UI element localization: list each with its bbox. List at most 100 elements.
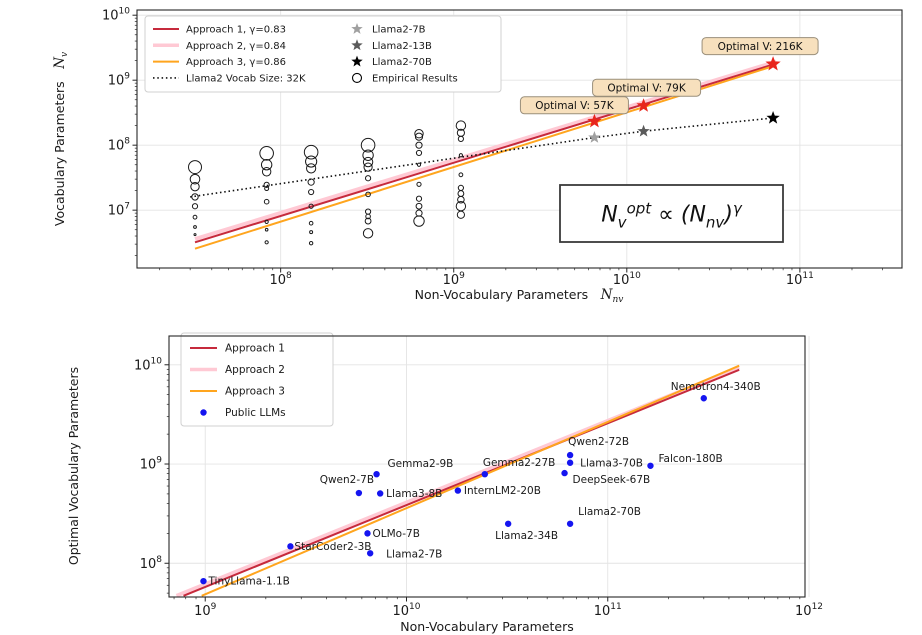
optimal-v-annotation-text: Optimal V: 79K bbox=[607, 82, 686, 94]
public-llm-point-falcon-180b bbox=[647, 462, 654, 469]
legend-sample-star bbox=[351, 55, 363, 67]
empirical-result-bubble bbox=[414, 129, 424, 139]
empirical-result-bubble bbox=[362, 156, 374, 168]
star-llama2-13b-optimal bbox=[636, 98, 651, 112]
empirical-result-bubble bbox=[193, 225, 197, 229]
plot-spines bbox=[168, 335, 806, 598]
empirical-result-bubble bbox=[261, 167, 272, 177]
model-label-llama3-70b: Llama3-70B bbox=[580, 458, 643, 470]
y-tick-label: 109 bbox=[140, 456, 163, 473]
empirical-result-bubble bbox=[415, 149, 423, 157]
model-label-llama3-8b: Llama3-8B bbox=[386, 488, 442, 500]
star-llama2-70b-optimal bbox=[765, 56, 781, 71]
empirical-result-bubble bbox=[458, 153, 463, 158]
empirical-result-bubble bbox=[457, 190, 465, 197]
empirical-result-bubble bbox=[264, 227, 269, 232]
empirical-result-bubble bbox=[303, 144, 319, 160]
empirical-result-bubble bbox=[414, 132, 424, 141]
public-llm-point-starcoder2-3b bbox=[287, 543, 294, 550]
empirical-result-bubble bbox=[364, 217, 372, 225]
y-tick-label: 1010 bbox=[134, 356, 162, 373]
empirical-result-bubble bbox=[413, 215, 425, 227]
model-label-qwen2-7b: Qwen2-7B bbox=[320, 474, 374, 486]
model-label-llama2-70b: Llama2-70B bbox=[578, 506, 641, 518]
x-tick-label: 1010 bbox=[392, 602, 420, 619]
legend-entry-label: Llama2-13B bbox=[372, 41, 432, 52]
public-llm-point-qwen2-72b bbox=[566, 451, 574, 459]
legend-entry-label: Approach 1 bbox=[225, 343, 285, 355]
legend-entry-label: Llama2-70B bbox=[372, 57, 432, 68]
model-label-gemma2-9b: Gemma2-9B bbox=[388, 458, 454, 470]
approach-3-line bbox=[201, 364, 740, 597]
legend-entry-label: Llama2-7B bbox=[372, 25, 426, 36]
y-tick-label: 109 bbox=[108, 72, 131, 89]
public-llm-point-tinyllama-1.1b bbox=[200, 577, 207, 585]
public-llm-point-gemma2-27b bbox=[481, 470, 489, 478]
star-llama2-7b-optimal bbox=[587, 113, 602, 128]
empirical-result-bubble bbox=[457, 184, 464, 192]
public-llm-point-llama3-8b bbox=[376, 490, 384, 497]
empirical-result-bubble bbox=[264, 186, 270, 192]
public-llm-point-llama2-34b bbox=[504, 520, 512, 527]
empirical-result-bubble bbox=[264, 219, 269, 224]
approach-1-line bbox=[183, 368, 740, 597]
optimal-v-annotation-text: Optimal V: 57K bbox=[535, 100, 614, 112]
y-tick-label: 108 bbox=[140, 555, 163, 572]
model-label-starcoder2-3b: StarCoder2-3B bbox=[294, 541, 371, 553]
empirical-result-bubble bbox=[455, 120, 467, 131]
public-llm-point-llama2-7b bbox=[366, 550, 374, 557]
formula-text: Nvopt ∝ (Nnv)γ bbox=[601, 200, 743, 232]
empirical-result-bubble bbox=[415, 141, 423, 149]
plot-spines bbox=[136, 9, 903, 269]
empirical-result-bubble bbox=[457, 195, 465, 204]
legend-box bbox=[180, 332, 334, 427]
empirical-result-bubble bbox=[364, 175, 372, 182]
empirical-result-bubble bbox=[415, 202, 423, 210]
star-llama2-70b bbox=[766, 110, 780, 124]
legend-entry-label: Approach 3 bbox=[225, 386, 285, 398]
empirical-result-bubble bbox=[362, 228, 374, 239]
public-llm-point-deepseek-67b bbox=[561, 469, 568, 477]
public-llm-point-llama2-70b bbox=[566, 520, 574, 527]
empirical-result-bubble bbox=[360, 137, 376, 153]
empirical-result-bubble bbox=[308, 188, 315, 196]
legend-sample-star bbox=[351, 39, 363, 51]
legend-entry-label: Approach 3, γ=0.86 bbox=[186, 57, 286, 68]
empirical-result-bubble bbox=[456, 210, 465, 219]
x-tick-label: 1010 bbox=[613, 271, 641, 288]
empirical-result-bubble bbox=[416, 181, 422, 187]
optimal-v-annotation-box bbox=[519, 96, 629, 115]
public-llm-point-nemotron4-340b bbox=[700, 395, 707, 402]
empirical-result-bubble bbox=[191, 193, 199, 201]
empirical-result-bubble bbox=[306, 163, 317, 174]
legend-sample-star bbox=[351, 23, 363, 34]
x-tick-label: 109 bbox=[194, 602, 217, 619]
x-tick-label: 1011 bbox=[594, 602, 622, 619]
empirical-result-bubble bbox=[365, 191, 371, 198]
public-llm-point-internlm2-20b bbox=[454, 487, 462, 494]
star-llama2-13b bbox=[637, 124, 650, 137]
x-tick-label: 1012 bbox=[795, 602, 823, 619]
empirical-result-bubble bbox=[259, 145, 274, 161]
empirical-result-bubble bbox=[365, 213, 371, 220]
legend-box bbox=[144, 15, 502, 93]
empirical-result-bubble bbox=[305, 155, 318, 168]
empirical-result-bubble bbox=[263, 181, 270, 188]
model-label-deepseek-67b: DeepSeek-67B bbox=[573, 474, 651, 486]
empirical-result-bubble bbox=[264, 240, 269, 245]
empirical-result-bubble bbox=[309, 230, 314, 235]
model-label-llama2-34b: Llama2-34B bbox=[495, 530, 558, 542]
legend-sample-circle bbox=[351, 72, 363, 83]
empirical-result-bubble bbox=[416, 162, 422, 167]
legend-entry-label: Approach 2 bbox=[225, 364, 285, 376]
empirical-result-bubble bbox=[193, 233, 197, 237]
legend-entry-label: Public LLMs bbox=[225, 407, 286, 419]
y-axis-label: Optimal Vocabulary Parameters bbox=[66, 367, 81, 565]
top-chart-optimal-vocab-fit: 108 109 1010 1011 107 108 109 1010 Optimal V: 57… bbox=[52, 7, 903, 305]
model-label-gemma2-27b: Gemma2-27B bbox=[483, 457, 556, 469]
bottom-chart-public-llms: 109 1010 1011 1012 108 109 1010 TinyLlama-1.1B S… bbox=[66, 332, 823, 634]
x-tick-label: 108 bbox=[270, 271, 293, 288]
empirical-result-bubble bbox=[307, 178, 315, 186]
empirical-result-bubble bbox=[188, 160, 203, 175]
